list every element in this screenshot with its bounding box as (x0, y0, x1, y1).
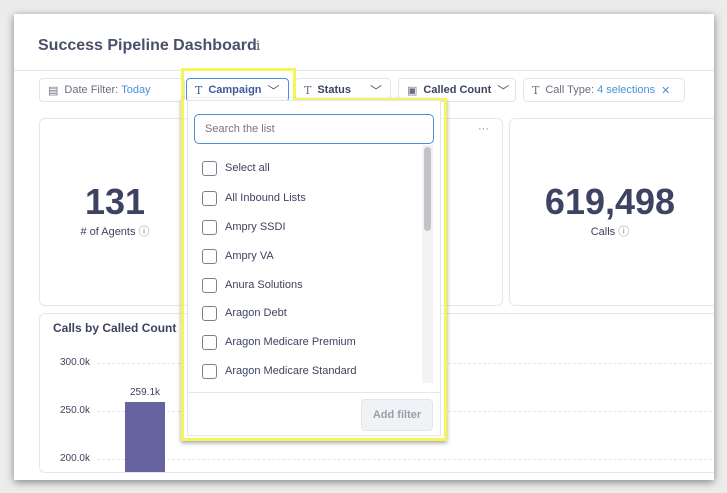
list-item[interactable]: All Inbound Lists (202, 190, 306, 206)
highlight-frame-edge (293, 98, 447, 101)
y-tick-label: 300.0k (59, 357, 90, 368)
scrollbar-thumb[interactable] (424, 147, 431, 231)
close-icon[interactable]: ✕ (661, 84, 671, 97)
date-filter-label: Date Filter: (64, 84, 119, 96)
info-icon: ⓘ (138, 226, 150, 238)
bar-data-label: 259.1k (129, 387, 161, 399)
date-filter-chip[interactable]: ▤ Date Filter: Today (39, 78, 185, 102)
list-item-label: Ampry SSDI (225, 221, 286, 233)
highlight-frame-tab (181, 68, 296, 108)
number-type-icon: ▣ (407, 84, 418, 97)
checkbox[interactable] (202, 277, 217, 293)
text-type-icon: T (195, 83, 203, 97)
campaign-dropdown: Select all All Inbound Lists Ampry SSDI Amp… (187, 100, 441, 436)
checkbox[interactable] (202, 363, 217, 379)
list-item-label: Anura Solutions (225, 279, 303, 291)
agents-card: 131 # of Agents ⓘ (39, 118, 191, 306)
agents-label: # of Agents ⓘ (80, 226, 150, 238)
list-item-label: Aragon Debt (225, 307, 287, 319)
call-type-filter-chip[interactable]: T Call Type: 4 selections ✕ (523, 78, 685, 102)
list-item[interactable]: Select all (202, 160, 270, 176)
chart-title: Calls by Called Count (53, 321, 177, 335)
page-title: Success Pipeline Dashboard (38, 37, 257, 54)
list-item[interactable]: Ampry SSDI (202, 219, 286, 235)
called-count-filter-chip[interactable]: ▣ Called Count ﹀ (398, 78, 516, 102)
campaign-label: Campaign (208, 84, 262, 96)
list-item[interactable]: Aragon Debt (202, 305, 287, 321)
calls-card: 619,498 Calls ⓘ (509, 118, 714, 306)
gridline (97, 459, 714, 460)
highlight-frame (181, 98, 447, 441)
text-type-icon: T (304, 83, 312, 97)
list-item[interactable]: Aragon Medicare Premium (202, 334, 356, 350)
search-input[interactable] (194, 114, 434, 144)
list-item[interactable]: Anura Solutions (202, 277, 303, 293)
checkbox[interactable] (202, 334, 217, 350)
info-icon: ⓘ (618, 226, 630, 238)
list-item[interactable]: Aragon Medicare Standard (202, 363, 356, 379)
list-item-label: Ampry VA (225, 250, 274, 262)
dashboard-window: Success Pipeline Dashboard i ▤ Date Filt… (14, 14, 714, 480)
calendar-icon: ▤ (48, 84, 59, 97)
list-item-label: Select all (225, 162, 270, 174)
called-count-label: Called Count (423, 84, 492, 96)
checkbox[interactable] (202, 219, 217, 235)
list-item-label: Aragon Medicare Standard (225, 365, 357, 377)
card-menu-icon[interactable]: ··· (478, 123, 489, 135)
calls-value: 619,498 (544, 181, 676, 222)
checkbox[interactable] (202, 190, 217, 206)
checkbox[interactable] (202, 305, 217, 321)
info-icon[interactable]: i (256, 39, 261, 54)
call-type-label: Call Type: (545, 84, 595, 96)
checkbox[interactable] (202, 160, 217, 176)
list-item[interactable]: Ampry VA (202, 248, 274, 264)
checkbox[interactable] (202, 248, 217, 264)
scrollbar[interactable] (422, 145, 433, 383)
chevron-down-icon: ﹀ (369, 83, 382, 98)
y-tick-label: 250.0k (59, 405, 90, 416)
calls-label: Calls ⓘ (590, 226, 630, 238)
y-tick-label: 200.0k (59, 453, 90, 464)
agents-value: 131 (84, 181, 146, 222)
chevron-down-icon: ﹀ (267, 83, 280, 98)
list-item-label: All Inbound Lists (225, 192, 306, 204)
text-type-icon: T (532, 83, 540, 97)
bar[interactable] (125, 402, 165, 472)
date-filter-value: Today (121, 84, 151, 96)
call-type-value: 4 selections (597, 84, 656, 96)
divider (14, 70, 714, 71)
add-filter-button[interactable]: Add filter (361, 399, 433, 431)
list-item-label: Aragon Medicare Premium (225, 336, 356, 348)
status-label: Status (317, 84, 351, 96)
divider (188, 392, 440, 393)
chevron-down-icon: ﹀ (497, 83, 510, 98)
